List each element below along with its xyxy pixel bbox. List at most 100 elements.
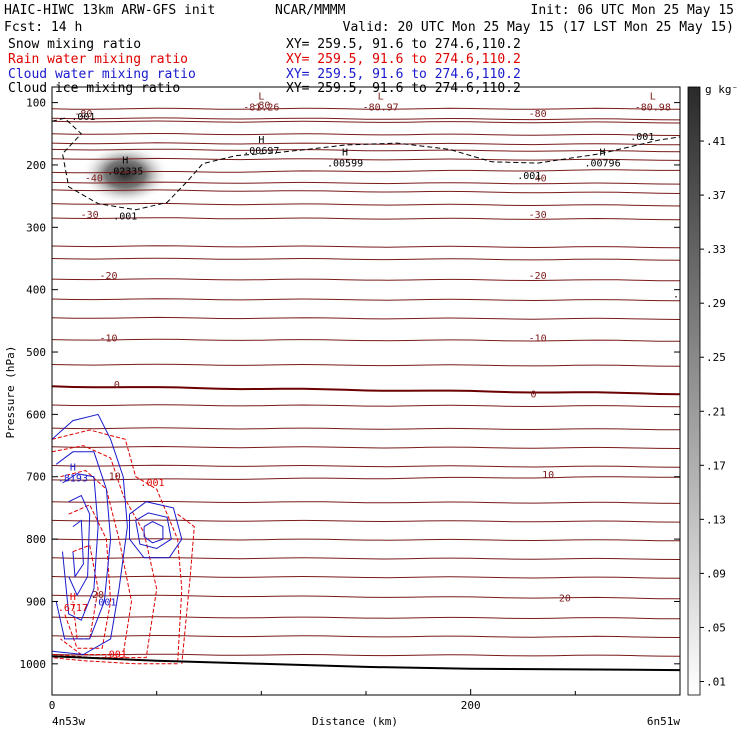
colorbar-tick-label: .33 (706, 243, 726, 256)
extremum-letter: H (342, 148, 348, 159)
rain-water-contours (52, 429, 195, 665)
isotherm-10 (52, 385, 680, 396)
cloud-water-contour-7 (143, 521, 164, 544)
extremum-value: -81.26 (243, 102, 279, 113)
valid-time: Valid: 20 UTC Mon 25 May 15 (17 LST Mon … (343, 20, 734, 35)
isotherm-contours (52, 107, 680, 657)
isotherm-extra-7 (52, 316, 680, 320)
snow-max-marker: H.02335 (107, 155, 143, 177)
contour-label-text: .001 (92, 598, 116, 609)
isotherm-extra-12 (52, 464, 680, 468)
isotherm-extra-14 (52, 519, 680, 523)
legend-rain: Rain water mixing ratio (8, 52, 188, 67)
chart-header: HAIC-HIWC 13km ARW-GFS init NCAR/MMMM In… (4, 3, 734, 35)
contour-label-14: 10 (542, 470, 554, 481)
contour-label-20: .001 (113, 212, 137, 223)
extremum-value: .00697 (243, 146, 279, 157)
x-axis-title: Distance (km) (312, 715, 398, 728)
isotherm-3 (52, 148, 680, 153)
extremum-letter: H (70, 592, 76, 603)
cloud-water-contour-2 (62, 473, 99, 621)
colorbar-tick-label: .17 (706, 459, 726, 472)
colorbar-ticks: .01 .05 .09 .13 .17 .21 .25 .29 .33 .37 .41 (700, 135, 726, 688)
contour-label-text: 10 (542, 470, 554, 481)
isotherm-extra-13 (52, 500, 680, 504)
contour-label-21: .001 (140, 478, 164, 489)
legend-snow-xy: XY= 259.5, 91.6 to 274.6,110.2 (286, 37, 521, 52)
isotherm-5 (52, 189, 680, 194)
snow-max-value: .02335 (107, 166, 143, 177)
contour-label-text: .001 (71, 112, 95, 123)
y-tick-label: 400 (26, 284, 46, 297)
rain-contour-2 (60, 469, 133, 655)
isotherm-extra-8 (52, 363, 680, 367)
cloud-ice-contours (52, 117, 680, 211)
colorbar-tick-label: .25 (706, 351, 726, 364)
contour-label-16: 20 (559, 593, 571, 604)
colorbar-ramp (687, 86, 701, 696)
contour-label-3: -40 (85, 174, 103, 185)
isotherm-8 (52, 278, 680, 282)
contour-label-text: .001 (630, 132, 654, 143)
contour-label-8: -20 (529, 271, 547, 282)
contour-label-text: -20 (99, 271, 117, 282)
contour-label-15: 20 (92, 590, 104, 601)
contour-label-text: 20 (559, 593, 571, 604)
isotherm-extra-18 (52, 616, 680, 620)
extremum-value: -80.98 (635, 102, 671, 113)
contour-label-0: -80 (252, 101, 270, 112)
ice-contour-001 (52, 117, 680, 211)
extremum-value: .00599 (327, 159, 363, 170)
contour-label-6: -30 (529, 210, 547, 221)
extremum-7: H.8193 (58, 463, 88, 485)
colorbar-tick-label: .05 (706, 621, 726, 634)
extremum-letter: H (70, 463, 76, 474)
isotherm-extra-4 (52, 245, 680, 249)
colorbar-tick-label: .21 (706, 405, 726, 418)
y-tick-label: 900 (26, 595, 46, 608)
colorbar-tick-label: .09 (706, 567, 726, 580)
y-tick-label: 300 (26, 221, 46, 234)
isotherm-extra-3 (52, 181, 680, 185)
contour-label-text: .001 (517, 171, 541, 182)
colorbar-tick-label: .41 (706, 135, 726, 148)
rain-contour-4 (72, 544, 99, 640)
colorbar-tick-label: .13 (706, 513, 726, 526)
surface-pressure-line (52, 655, 680, 672)
y-tick-label: 600 (26, 408, 46, 421)
extremum-0: L-81.26 (243, 91, 279, 113)
plot-area: -80 -80 -80 -40 -40 -30 -30 -20 -20 -10 -10 0 0 10 10 2… (52, 91, 691, 672)
isotherm-extra-2 (52, 157, 680, 161)
colorbar-tick-label: .01 (706, 675, 726, 688)
rain-contour-3 (64, 504, 112, 649)
cloud-water-contour-3 (68, 494, 91, 597)
isotherm-7 (52, 217, 680, 221)
contour-label-text: 0 (114, 380, 120, 391)
cloud-water-contour-4 (72, 519, 84, 578)
contour-label-text: -20 (529, 271, 547, 282)
extremum-1: L-80.97 (363, 91, 399, 113)
y-tick-label: 500 (26, 346, 46, 359)
isotherm-11 (52, 476, 680, 481)
extremum-value: .00796 (584, 159, 620, 170)
y-tick-label: 100 (26, 97, 46, 110)
colorbar-tick-label: .37 (706, 189, 726, 202)
isotherm-extra-20 (52, 653, 680, 657)
isotherm-extra-10 (52, 427, 680, 431)
extremum-value: .00 (673, 290, 691, 301)
contour-label-text: 20 (92, 590, 104, 601)
isotherm-extra-9 (52, 404, 680, 408)
contour-label-23: .001 (103, 649, 127, 660)
isotherm-extra-19 (52, 634, 680, 638)
snow-max-letter: H (122, 155, 128, 166)
contour-label-text: -80 (74, 109, 92, 120)
contour-label-7: -20 (99, 271, 117, 282)
y-tick-label: 800 (26, 533, 46, 546)
isotherm-extra-11 (52, 445, 680, 449)
contour-label-text: 10 (109, 472, 121, 483)
contour-label-text: .001 (103, 649, 127, 660)
isotherm-extra-0 (52, 117, 680, 121)
rain-contour-5 (177, 513, 195, 664)
y-tick-label: 700 (26, 471, 46, 484)
